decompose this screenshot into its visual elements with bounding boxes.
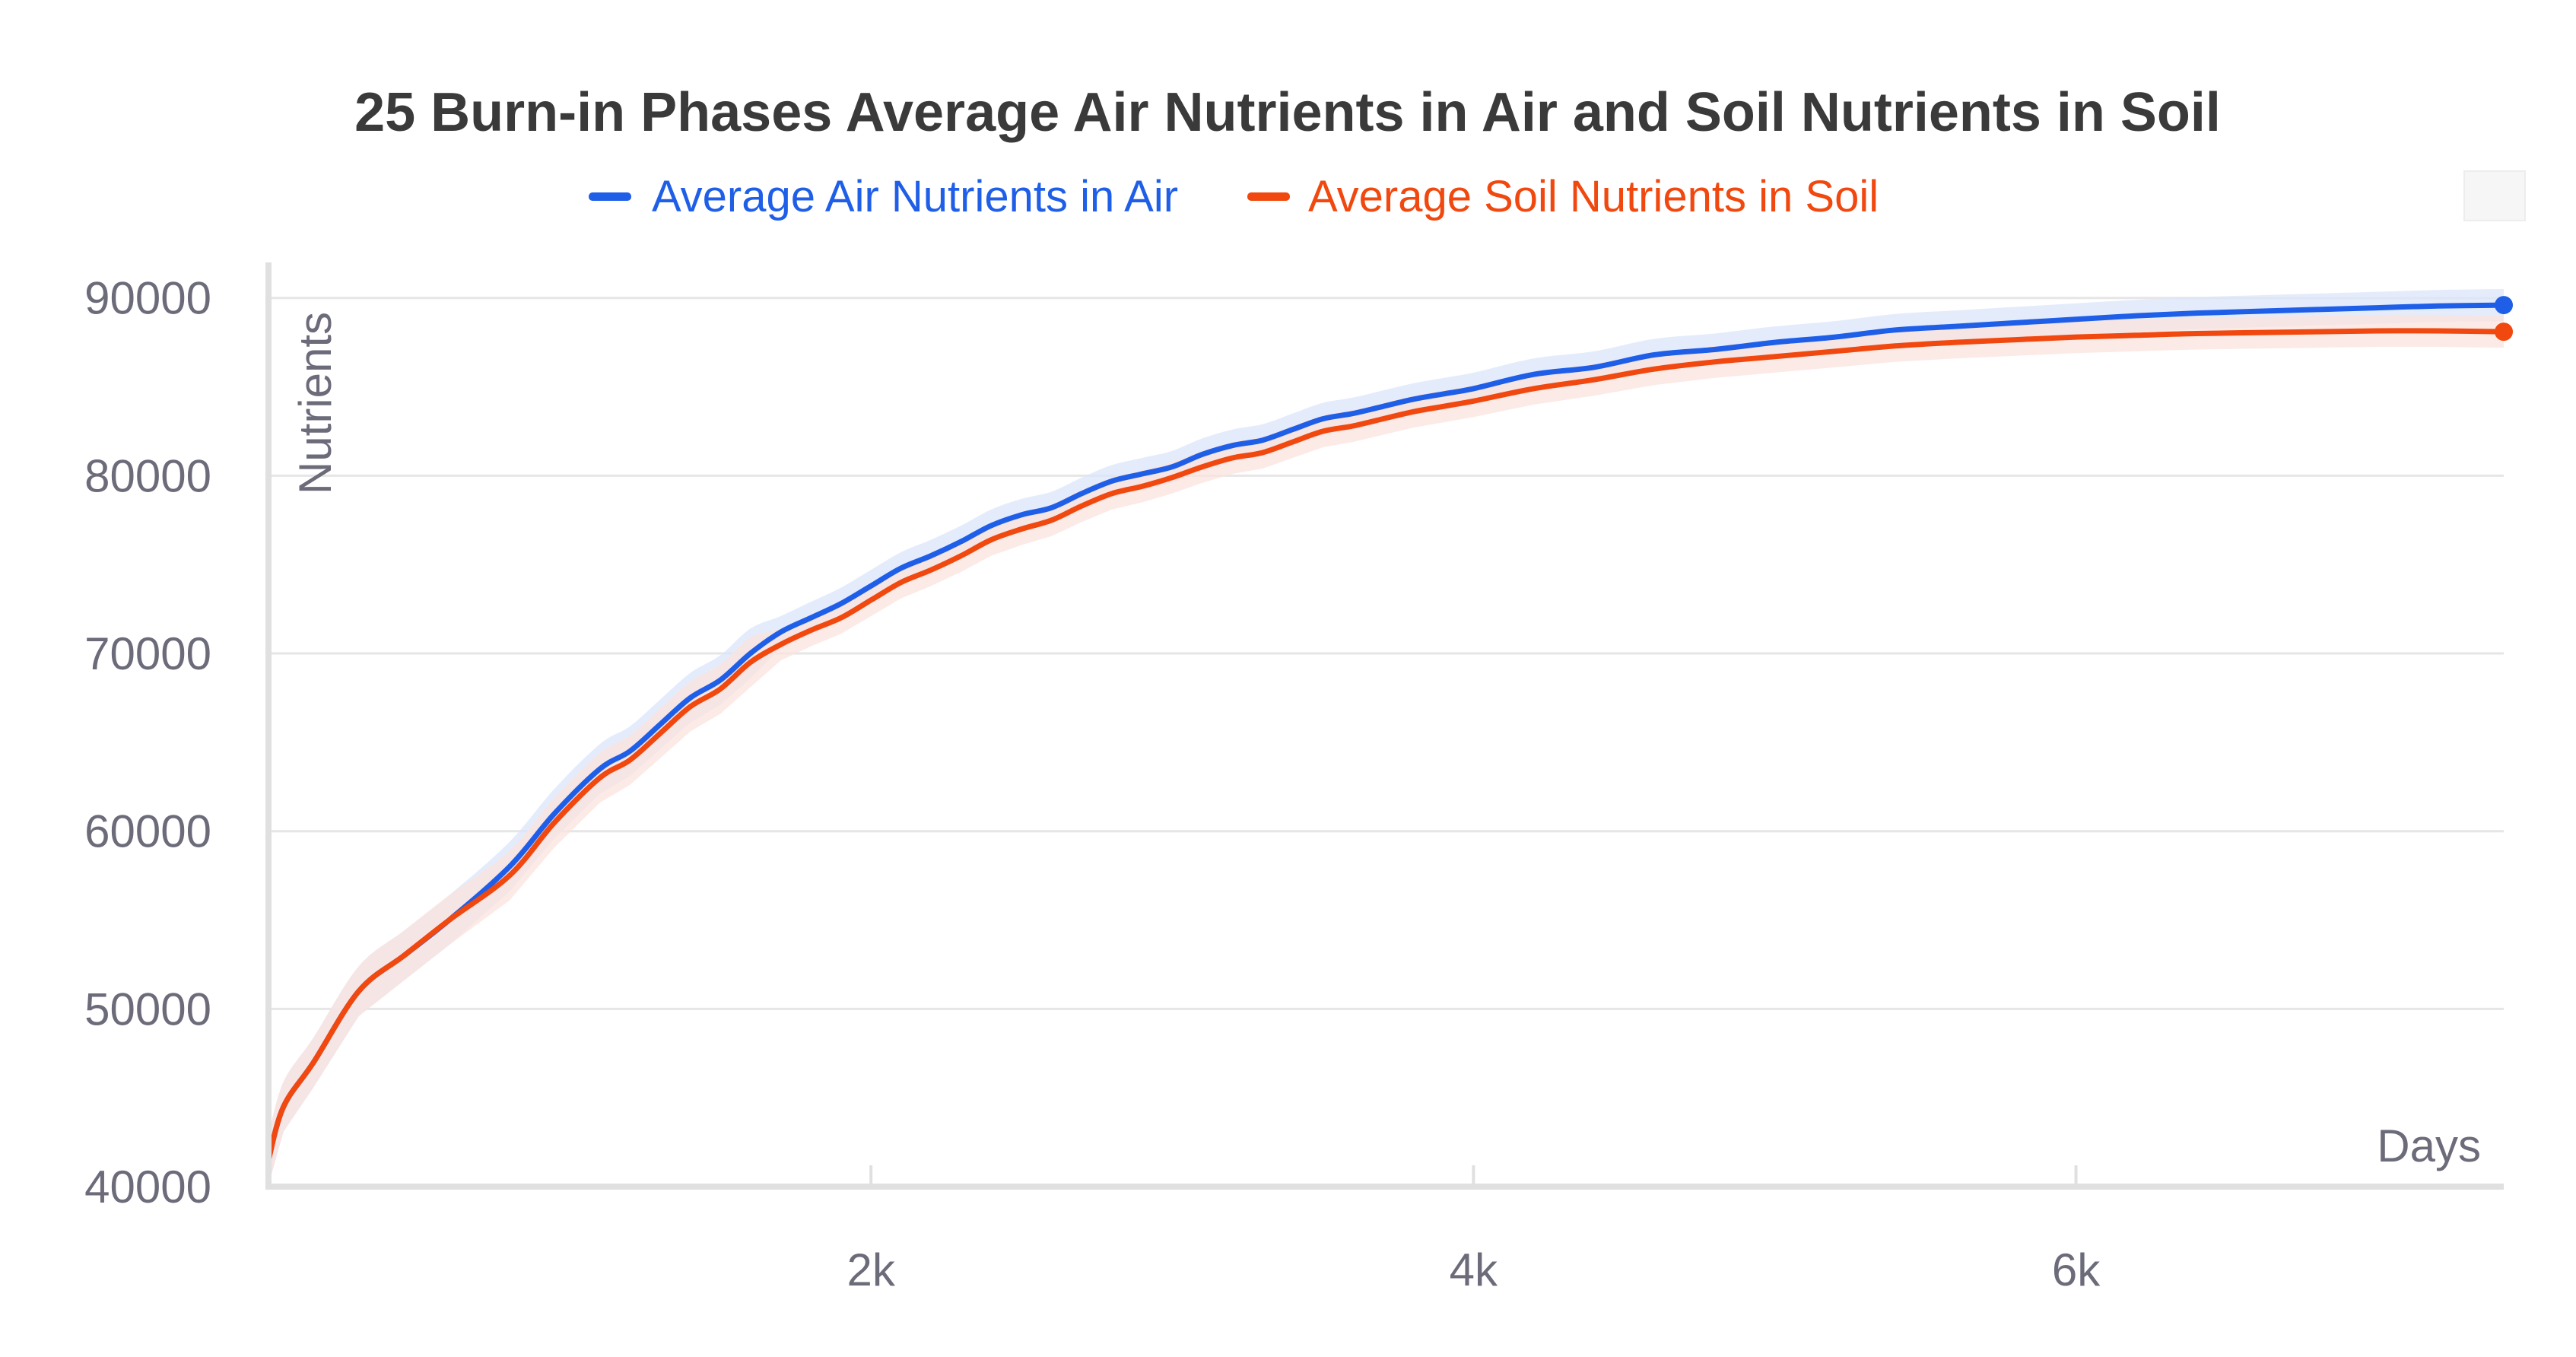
axis-ticks: 40000 50000 60000 70000 80000 90000 2k 4k 6k: [84, 273, 2101, 1295]
legend-marker-soil: [1247, 192, 1290, 201]
legend-marker-air: [589, 192, 631, 201]
y-tick-label: 80000: [84, 450, 211, 501]
toolbar-placeholder: [2463, 170, 2526, 221]
y-tick-label: 70000: [84, 628, 211, 679]
x-tick-label: 2k: [846, 1244, 895, 1295]
x-tick-label: 6k: [2052, 1244, 2101, 1295]
series-end-points: [2495, 296, 2513, 342]
y-tick-label: 60000: [84, 806, 211, 857]
y-axis-label: Nutrients: [290, 312, 341, 494]
legend-label-soil: Average Soil Nutrients in Soil: [1308, 172, 1879, 221]
y-tick-label: 90000: [84, 273, 211, 324]
chart-title: 25 Burn-in Phases Average Air Nutrients …: [354, 82, 2221, 143]
x-axis-label: Days: [2377, 1120, 2481, 1171]
series-end-point-1: [2495, 323, 2513, 342]
x-tick-label: 4k: [1450, 1244, 1498, 1295]
legend-label-air: Average Air Nutrients in Air: [652, 172, 1178, 221]
series-line-0: [265, 302, 2507, 1163]
legend: Average Air Nutrients in Air Average Soi…: [589, 172, 1879, 221]
confidence-bands: [268, 289, 2504, 1185]
grid: [268, 297, 2504, 1010]
series-lines: [265, 302, 2507, 1163]
series-line-1: [265, 328, 2507, 1163]
y-tick-label: 40000: [84, 1162, 211, 1212]
y-tick-label: 50000: [84, 984, 211, 1034]
series-end-point-0: [2495, 296, 2513, 315]
